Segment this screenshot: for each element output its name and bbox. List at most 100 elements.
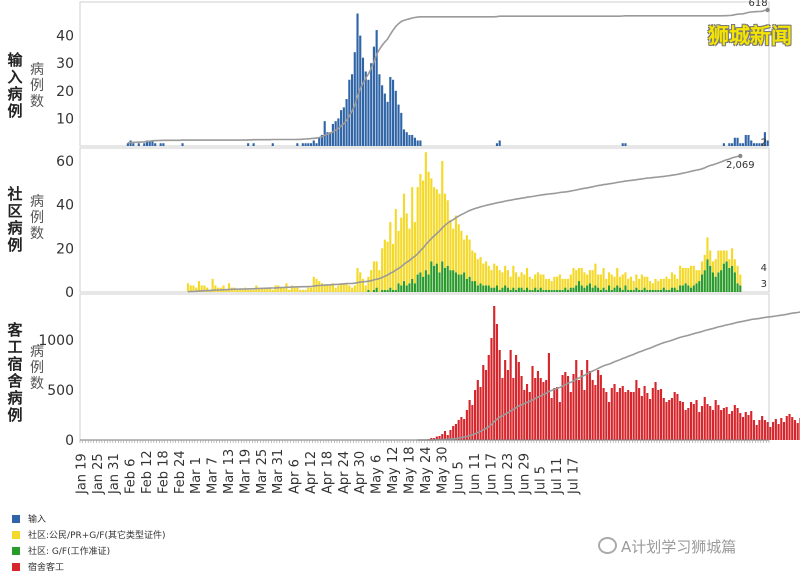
bar <box>279 287 283 292</box>
bar <box>700 261 704 275</box>
bar <box>558 402 561 440</box>
bar <box>709 406 712 440</box>
bar <box>416 274 419 292</box>
bar <box>241 289 244 292</box>
bar <box>252 289 255 292</box>
bar <box>536 371 540 440</box>
bar <box>487 355 490 440</box>
bar <box>309 287 313 292</box>
bar <box>252 143 255 146</box>
bar <box>361 57 365 146</box>
bar <box>752 420 756 440</box>
bar <box>353 285 356 292</box>
bar <box>225 289 228 292</box>
bar <box>758 143 761 146</box>
bar <box>498 350 501 440</box>
bar <box>547 289 550 292</box>
bar <box>722 263 725 292</box>
bar <box>498 289 501 292</box>
bar <box>545 278 548 290</box>
bar <box>309 143 313 146</box>
bar <box>468 400 471 440</box>
y-tick-label: 20 <box>56 241 74 257</box>
bar <box>487 285 490 292</box>
bar <box>402 129 406 146</box>
bar <box>722 250 725 264</box>
bar <box>320 134 324 146</box>
bar <box>605 392 608 440</box>
bar <box>624 285 627 292</box>
bar <box>482 365 485 440</box>
panel-title-community: 社区病例 <box>7 185 23 254</box>
bar <box>465 410 468 440</box>
bar <box>679 401 682 440</box>
bar <box>238 289 242 292</box>
bar <box>337 118 340 146</box>
bar <box>517 287 520 292</box>
bar <box>539 274 542 288</box>
bar <box>670 272 674 288</box>
bar <box>586 360 589 440</box>
bar <box>457 274 460 292</box>
bar <box>599 375 602 440</box>
x-tick-label: May 18 <box>402 446 417 494</box>
y-tick-label: 0 <box>65 285 74 301</box>
bar <box>572 267 575 288</box>
bar <box>307 143 310 146</box>
bar <box>378 74 381 146</box>
cumulative-end-point <box>738 153 743 159</box>
bar <box>263 287 266 292</box>
x-tick-label: Mar 7 <box>206 457 221 494</box>
bar <box>766 422 769 440</box>
bar <box>433 438 436 440</box>
bar <box>307 287 310 292</box>
bar <box>635 274 638 288</box>
bar <box>602 287 605 292</box>
panel-frame <box>79 1 770 147</box>
bar <box>605 278 608 290</box>
bar <box>460 417 463 440</box>
bar <box>542 289 545 292</box>
bar <box>189 285 192 292</box>
bar <box>416 187 419 275</box>
bar <box>733 405 736 440</box>
last-value-label: 4 <box>761 263 767 274</box>
x-tick-label: May 24 <box>419 446 434 494</box>
bar <box>465 278 468 292</box>
bar <box>214 285 217 292</box>
bar <box>547 278 550 290</box>
bar <box>435 436 438 440</box>
bar <box>703 397 706 440</box>
bar <box>632 281 635 290</box>
cumulative-line <box>187 155 741 293</box>
x-tick-label: May 12 <box>386 446 401 494</box>
bar <box>506 370 509 440</box>
bar <box>413 222 416 284</box>
bar <box>348 79 351 146</box>
bar <box>501 272 504 288</box>
bar <box>673 274 676 288</box>
last-value-label: 3 <box>761 279 767 290</box>
bar <box>564 287 567 292</box>
bar <box>222 285 225 292</box>
bar <box>386 101 389 146</box>
bar <box>402 193 406 282</box>
bar <box>739 143 742 146</box>
bar <box>197 281 201 292</box>
bar <box>411 134 414 146</box>
bar <box>553 388 556 440</box>
bar <box>695 400 698 440</box>
bar <box>449 430 452 440</box>
bar <box>490 338 493 440</box>
bar <box>586 274 589 286</box>
bar <box>525 267 529 288</box>
bar <box>474 252 477 282</box>
bar <box>640 289 643 292</box>
bar <box>777 424 780 440</box>
bar <box>741 143 745 146</box>
bar <box>654 382 657 440</box>
bar <box>449 270 452 292</box>
bar <box>627 390 630 440</box>
legend-swatch-icon <box>12 546 20 555</box>
bar <box>449 219 452 271</box>
